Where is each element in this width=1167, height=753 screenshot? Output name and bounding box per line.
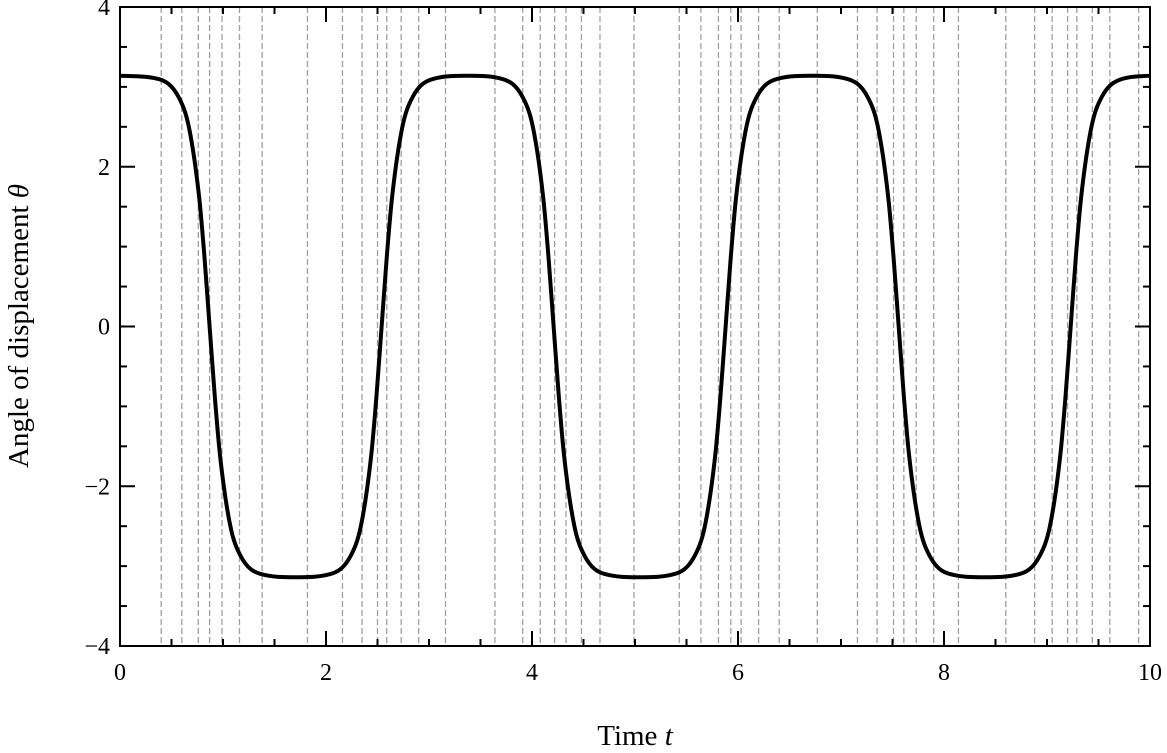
y-tick-label: 0: [98, 315, 110, 341]
x-tick-label: 2: [320, 660, 332, 686]
x-tick-label: 6: [732, 660, 744, 686]
y-tick-label: 4: [98, 0, 110, 21]
x-tick-label: 8: [938, 660, 950, 686]
x-axis-label: Time t: [597, 720, 673, 752]
y-axis-label-text: Angle of displacement: [3, 205, 35, 468]
vertical-marker-lines: [160, 7, 1140, 646]
x-tick-label: 0: [114, 660, 126, 686]
y-tick-label: −4: [84, 634, 110, 660]
x-tick-label: 10: [1138, 660, 1162, 686]
x-axis-label-text: Time: [597, 720, 657, 752]
y-axis-label: Angle of displacement θ: [3, 184, 35, 468]
series-line-theta: [119, 73, 1151, 580]
x-tick-labels: 0 2 4 6 8 10: [114, 660, 1162, 686]
x-tick-label: 4: [526, 660, 538, 686]
plot-frame: [119, 6, 1151, 647]
axis-ticks: [119, 6, 1151, 647]
y-tick-label: 2: [98, 155, 110, 181]
y-tick-labels: −4 −2 0 2 4: [84, 0, 110, 660]
y-tick-label: −2: [84, 474, 110, 500]
x-axis-label-var: t: [665, 720, 674, 752]
y-axis-label-var: θ: [3, 184, 35, 198]
